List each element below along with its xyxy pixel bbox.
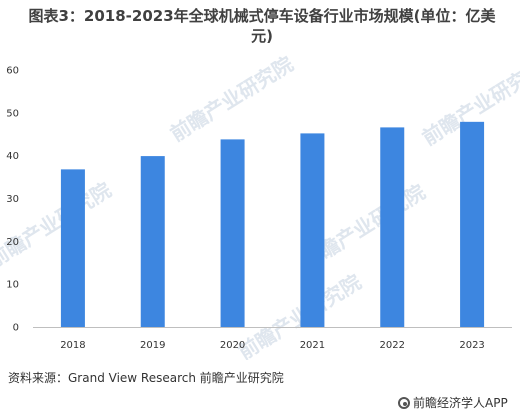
bar-2020 xyxy=(220,139,245,327)
footer-logo: 前瞻经济学人APP xyxy=(398,394,508,411)
watermark: 前瞻产业研究院 xyxy=(166,52,297,147)
y-tick-label: 30 xyxy=(6,194,19,205)
y-tick-label: 50 xyxy=(6,108,19,119)
bar-chart: 前瞻产业研究院 前瞻产业研究院 前瞻产业研究院 前瞻产业研究院 前瞻产业研究院 … xyxy=(0,52,520,360)
bar-2023 xyxy=(460,121,485,327)
x-tick-label: 2020 xyxy=(220,340,245,351)
bar-2022 xyxy=(380,127,405,327)
x-tick-label: 2018 xyxy=(60,340,85,351)
y-tick-label: 0 xyxy=(13,323,19,334)
y-tick-label: 20 xyxy=(6,237,19,248)
x-tick-label: 2021 xyxy=(300,340,325,351)
x-tick-label: 2023 xyxy=(459,340,484,351)
logo-icon xyxy=(398,396,410,409)
watermark: 前瞻产业研究院 xyxy=(0,178,115,273)
chart-title: 图表3：2018-2023年全球机械式停车设备行业市场规模(单位：亿美元) xyxy=(28,7,496,45)
bar-2018 xyxy=(60,169,85,327)
x-tick-label: 2022 xyxy=(380,340,405,351)
bars xyxy=(60,121,485,327)
x-axis: 2018 2019 2020 2021 2022 2023 xyxy=(60,340,485,351)
x-tick-label: 2019 xyxy=(140,340,165,351)
y-tick-label: 40 xyxy=(6,151,19,162)
y-tick-label: 60 xyxy=(6,66,19,77)
bar-2021 xyxy=(300,133,325,327)
footer-logo-text: 前瞻经济学人APP xyxy=(413,396,508,410)
bar-2019 xyxy=(140,156,165,327)
y-tick-label: 10 xyxy=(6,280,19,291)
source-note: 资料来源：Grand View Research 前瞻产业研究院 xyxy=(8,371,284,385)
y-axis: 0 10 20 30 40 50 60 xyxy=(6,66,19,334)
